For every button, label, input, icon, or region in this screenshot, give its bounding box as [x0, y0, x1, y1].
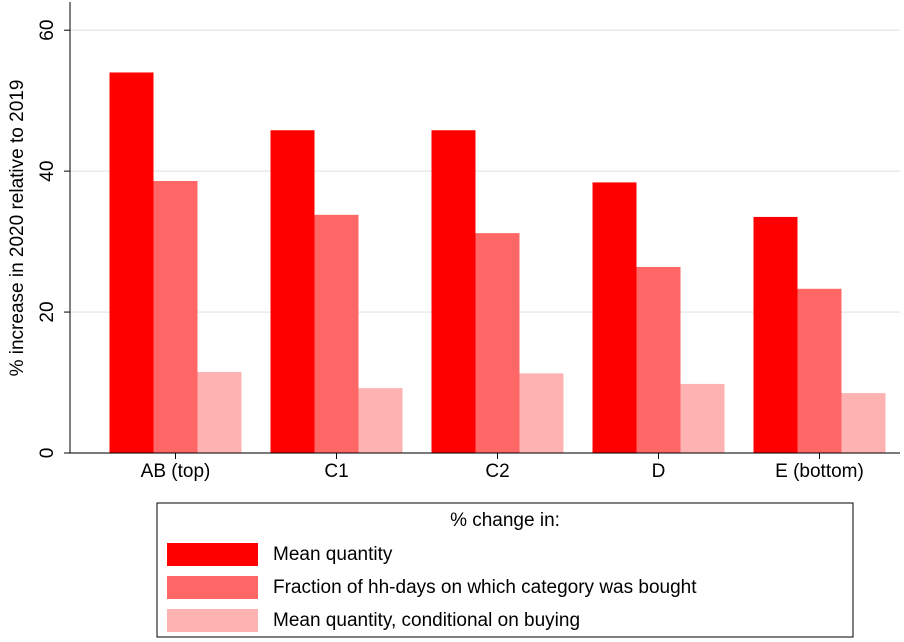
x-tick-label: AB (top)	[141, 461, 211, 482]
legend-swatch	[167, 609, 258, 632]
legend-label: Mean quantity	[273, 544, 393, 565]
legend-swatch	[167, 576, 258, 599]
legend-swatch	[167, 543, 258, 566]
bar	[636, 266, 681, 453]
x-tick-label: C2	[485, 461, 509, 482]
bar	[109, 72, 154, 453]
y-tick-label: 40	[37, 161, 58, 182]
bar	[475, 233, 520, 453]
bar	[841, 393, 886, 453]
bar	[431, 130, 476, 454]
bar	[753, 216, 798, 453]
bar	[797, 288, 842, 453]
bar	[153, 180, 198, 453]
legend-label: Mean quantity, conditional on buying	[273, 610, 580, 631]
x-tick-label: E (bottom)	[775, 461, 864, 482]
x-tick-label: C1	[324, 461, 348, 482]
bar	[314, 214, 359, 453]
legend-box	[156, 502, 854, 638]
legend-title: % change in:	[450, 510, 560, 531]
bar	[519, 373, 564, 453]
y-axis-title: % increase in 2020 relative to 2019	[7, 80, 28, 377]
bar	[270, 130, 315, 454]
legend-label: Fraction of hh-days on which category wa…	[273, 577, 697, 598]
y-tick-label: 0	[37, 448, 58, 459]
x-tick-label: D	[652, 461, 666, 482]
y-tick-label: 60	[37, 20, 58, 41]
bar	[358, 388, 403, 453]
bar	[680, 383, 725, 453]
y-tick-label: 20	[37, 301, 58, 322]
bar	[197, 371, 242, 453]
bar	[592, 182, 637, 453]
